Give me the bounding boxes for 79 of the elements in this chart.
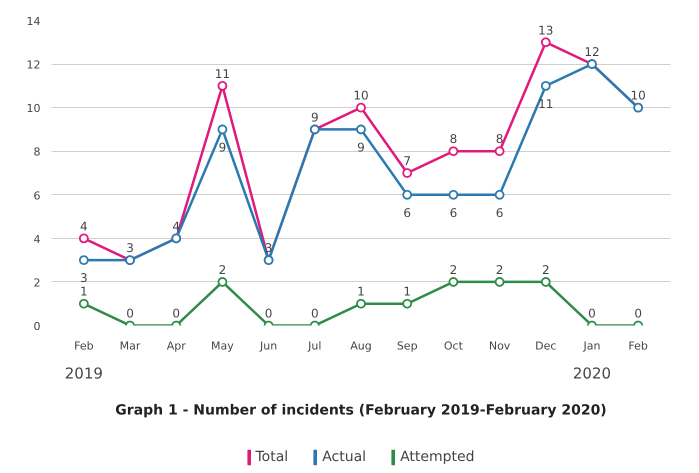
point bbox=[494, 277, 504, 287]
data-label: 2 bbox=[542, 262, 550, 277]
data-label: 10 bbox=[353, 88, 369, 103]
y-tick-label: 14 bbox=[26, 15, 41, 28]
data-label: 3 bbox=[80, 271, 88, 286]
point bbox=[218, 80, 228, 91]
data-label: 4 bbox=[80, 219, 88, 234]
data-label: 6 bbox=[496, 206, 504, 220]
data-label: 8 bbox=[450, 132, 458, 146]
data-label: 0 bbox=[172, 306, 180, 320]
point bbox=[448, 190, 458, 200]
x-tick-label: Jan bbox=[582, 340, 600, 352]
data-label: 7 bbox=[403, 154, 412, 168]
y-tick-label: 2 bbox=[34, 276, 40, 290]
data-label: 13 bbox=[538, 23, 554, 38]
legend-label: Total bbox=[256, 449, 288, 465]
data-label: 11 bbox=[214, 66, 230, 81]
point bbox=[448, 146, 458, 156]
point bbox=[540, 277, 551, 287]
text: 2019 bbox=[64, 364, 103, 382]
data-label: 0 bbox=[588, 306, 596, 320]
data-label: 1 bbox=[403, 284, 412, 299]
x-tick-label: Feb bbox=[74, 340, 94, 352]
data-label: 10 bbox=[630, 88, 646, 103]
data-label: 9 bbox=[357, 140, 365, 154]
point bbox=[494, 146, 504, 156]
data-label: 2 bbox=[218, 262, 226, 277]
data-label: 1 bbox=[357, 284, 365, 299]
point bbox=[540, 80, 551, 91]
text: 2020 bbox=[572, 364, 612, 382]
x-tick-label: Apr bbox=[166, 340, 186, 352]
point bbox=[402, 190, 412, 200]
point bbox=[494, 190, 504, 200]
data-label: 3 bbox=[126, 241, 134, 256]
data-label: 6 bbox=[450, 206, 458, 220]
data-label: 8 bbox=[496, 132, 504, 146]
x-tick-label: Oct bbox=[444, 340, 464, 352]
point bbox=[402, 298, 412, 309]
data-label: 0 bbox=[634, 306, 642, 320]
data-label: 2 bbox=[450, 262, 458, 277]
point bbox=[448, 277, 458, 287]
point bbox=[356, 298, 366, 309]
data-label: 0 bbox=[126, 306, 134, 320]
data-label: 9 bbox=[310, 110, 319, 124]
point bbox=[540, 37, 551, 48]
point bbox=[218, 124, 228, 134]
y-tick-label: 10 bbox=[26, 102, 41, 116]
text: Graph 1 - Number of incidents (February 2019-February 2020) bbox=[115, 402, 607, 418]
x-tick-label: Feb bbox=[628, 340, 648, 352]
point bbox=[78, 298, 89, 309]
data-label: 6 bbox=[403, 206, 412, 220]
x-tick-label: Jul bbox=[307, 340, 322, 352]
x-tick-label: Mar bbox=[120, 340, 141, 352]
legend-label: Actual bbox=[322, 449, 366, 465]
data-label: 12 bbox=[584, 45, 600, 60]
point bbox=[218, 277, 228, 287]
data-label: 9 bbox=[218, 140, 226, 154]
x-tick-label: Aug bbox=[350, 340, 372, 352]
x-tick-label: Nov bbox=[488, 340, 511, 352]
x-tick-label: Jun bbox=[259, 340, 278, 352]
point bbox=[356, 124, 366, 134]
x-tick-label: Dec bbox=[535, 340, 556, 352]
data-label: 11 bbox=[538, 96, 554, 111]
y-tick-label: 12 bbox=[26, 58, 41, 72]
point bbox=[78, 233, 89, 244]
data-label: 0 bbox=[264, 306, 272, 320]
x-tick-label: Sep bbox=[396, 340, 418, 352]
point bbox=[402, 168, 412, 178]
point bbox=[356, 102, 366, 113]
point bbox=[78, 255, 89, 266]
data-label: 2 bbox=[496, 262, 504, 277]
legend-label: Attempted bbox=[400, 449, 474, 465]
y-tick-label: 6 bbox=[34, 189, 40, 202]
data-label: 0 bbox=[310, 306, 319, 320]
y-tick-label: 8 bbox=[34, 146, 40, 159]
y-tick-label: 0 bbox=[34, 320, 40, 333]
y-tick-label: 4 bbox=[34, 232, 40, 246]
x-tick-label: May bbox=[211, 340, 234, 352]
data-label: 1 bbox=[80, 284, 88, 299]
